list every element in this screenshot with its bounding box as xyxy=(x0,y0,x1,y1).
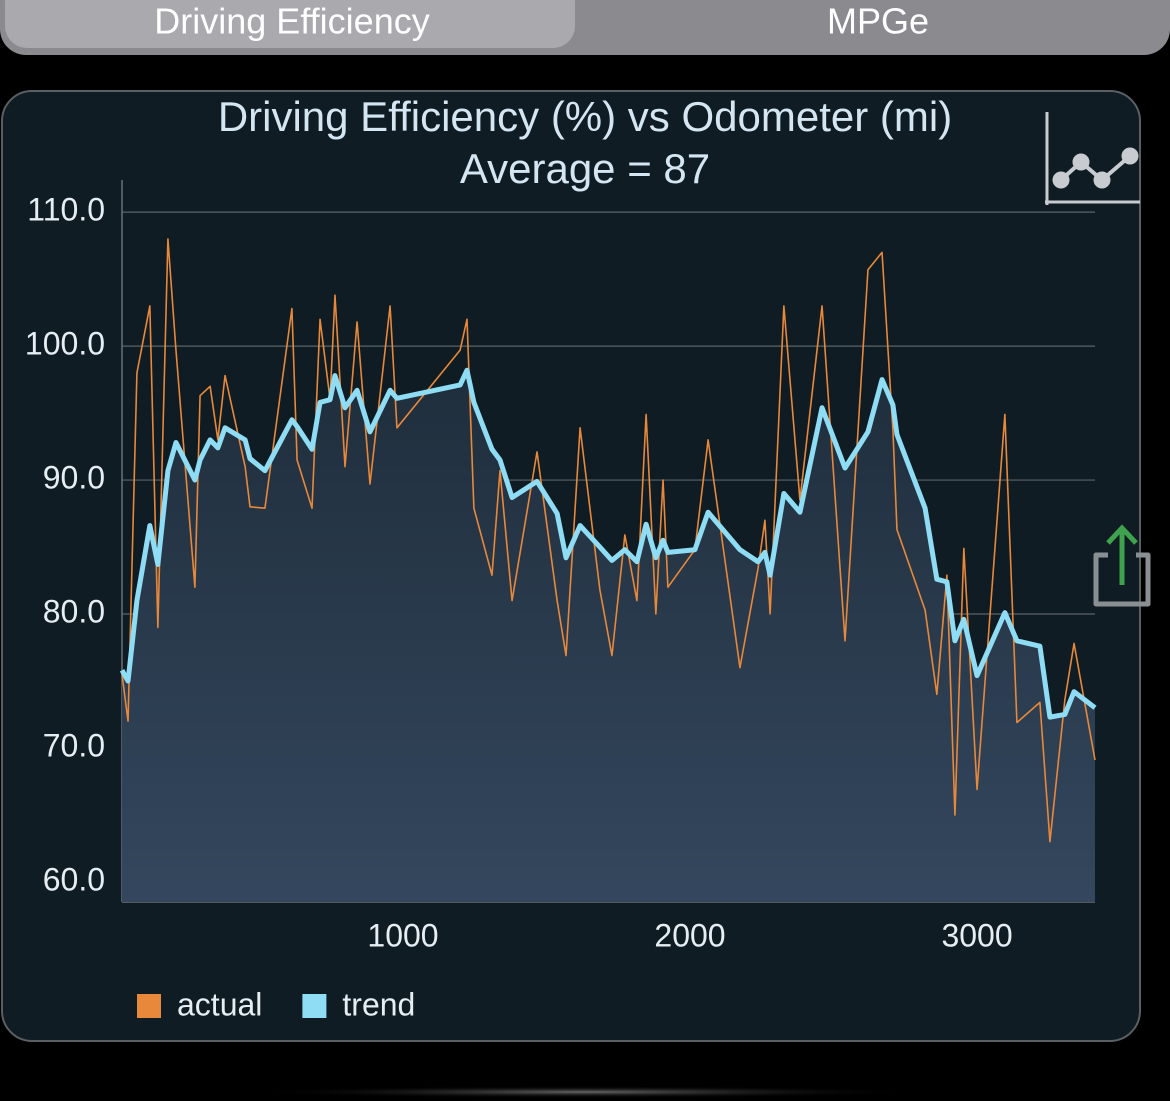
chart-subtitle: Average = 87 xyxy=(460,145,710,192)
home-indicator xyxy=(245,1086,925,1098)
share-button[interactable] xyxy=(1093,524,1151,607)
tab-bar: Driving Efficiency MPGe xyxy=(0,0,1170,55)
tab[interactable]: MPGe xyxy=(827,1,929,42)
y-tick-label: 110.0 xyxy=(27,192,105,228)
y-tick-label: 80.0 xyxy=(43,593,105,629)
x-tick-label: 2000 xyxy=(654,917,725,953)
y-tick-label: 70.0 xyxy=(43,727,105,763)
y-tick-label: 60.0 xyxy=(43,861,105,897)
tab[interactable]: Driving Efficiency xyxy=(154,1,429,42)
tab-selected[interactable] xyxy=(5,0,575,48)
y-tick-label: 90.0 xyxy=(43,460,105,496)
legend-swatch xyxy=(137,994,161,1018)
legend-label: trend xyxy=(342,986,415,1022)
series-line xyxy=(119,367,1097,720)
chart-type-icon[interactable] xyxy=(1045,112,1140,205)
y-tick-label: 100.0 xyxy=(25,326,105,362)
legend-label: actual xyxy=(177,986,262,1022)
chart-title: Driving Efficiency (%) vs Odometer (mi) xyxy=(218,93,952,140)
legend-swatch xyxy=(302,994,327,1018)
x-tick-label: 1000 xyxy=(367,917,438,953)
x-tick-label: 3000 xyxy=(941,917,1012,953)
